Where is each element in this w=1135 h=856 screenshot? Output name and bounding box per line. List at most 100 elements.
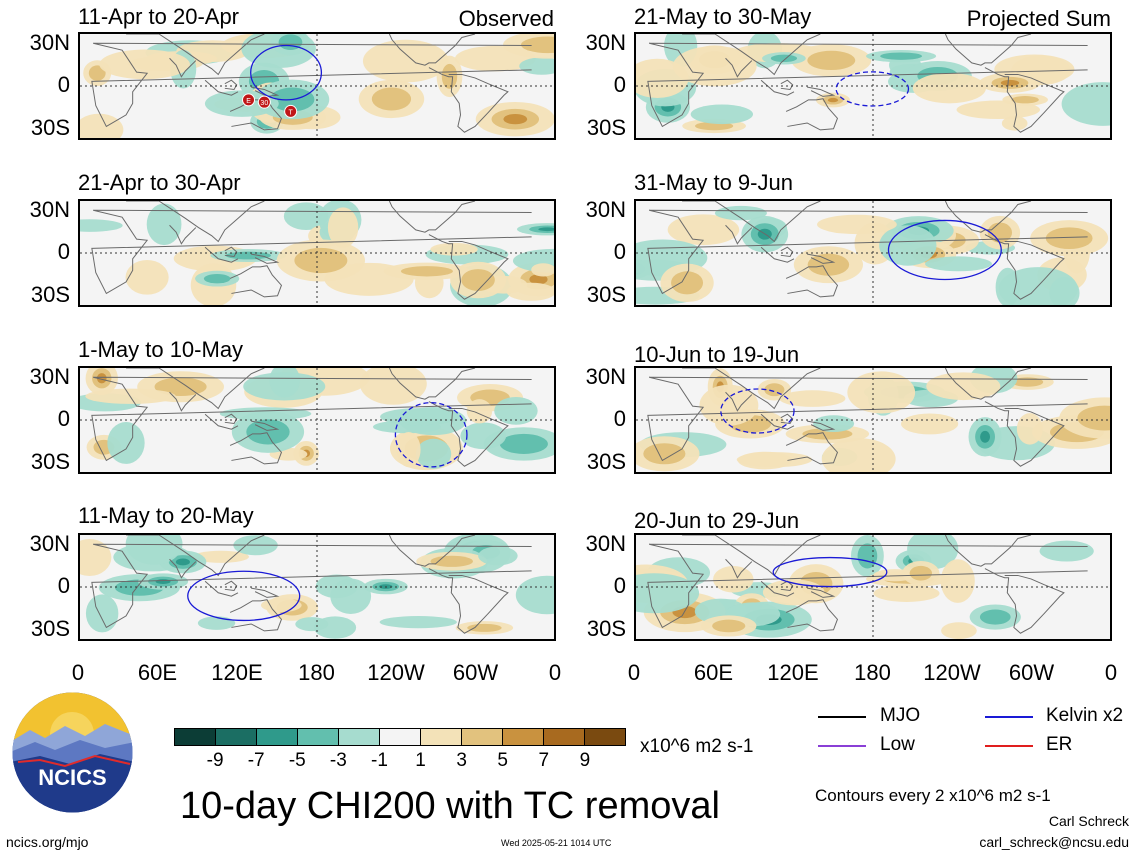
tc-marker: E — [242, 93, 256, 107]
anomaly-blob — [941, 622, 977, 639]
svg-text:T: T — [289, 109, 294, 116]
colorbar-swatch — [421, 729, 462, 745]
coastline — [224, 79, 238, 91]
anomaly-blob — [902, 560, 940, 586]
lat-label: 0 — [57, 406, 70, 431]
lon-label: 60W — [452, 660, 499, 685]
coastline — [428, 401, 509, 467]
panel-4-title: 11-May to 20-May — [78, 503, 254, 528]
coastline — [91, 42, 532, 128]
map-panel-3 — [78, 366, 556, 474]
coastline — [647, 376, 1088, 462]
anomaly-blob — [415, 438, 452, 469]
anomaly-blob — [269, 368, 301, 398]
coastline — [91, 376, 532, 462]
lon-label: 0 — [1104, 660, 1118, 685]
kelvin-contour — [887, 219, 1002, 281]
coastline — [984, 67, 1065, 133]
coastline — [388, 368, 476, 400]
lat-label: 0 — [613, 406, 626, 431]
coastline — [126, 535, 265, 577]
anomaly-blob — [80, 113, 124, 138]
colorbar-swatch — [298, 729, 339, 745]
anomaly-blob — [636, 573, 700, 614]
kelvin-contour — [720, 388, 795, 434]
anomaly-blob — [85, 368, 118, 396]
anomaly-blob — [1030, 220, 1109, 257]
map-canvas — [80, 535, 554, 639]
coastline — [647, 209, 1088, 295]
footer-site-link[interactable]: ncics.org/mjo — [6, 834, 89, 850]
coastline — [169, 391, 197, 412]
anomaly-blob — [912, 73, 987, 104]
lat-label: 0 — [613, 239, 626, 264]
anomaly-blob — [359, 368, 427, 405]
legend-low-line — [818, 745, 866, 747]
lon-label: 0 — [627, 660, 641, 685]
anomaly-blob — [925, 256, 992, 272]
colorbar-swatch — [380, 729, 421, 745]
colorbar-tick-label: -7 — [247, 750, 265, 771]
lon-label: 120W — [923, 660, 981, 685]
anomaly-blob — [1059, 397, 1110, 439]
colorbar-swatch — [339, 729, 380, 745]
map-panel-8 — [634, 533, 1112, 641]
anomaly-blob — [1016, 413, 1043, 445]
svg-text:E: E — [246, 98, 251, 105]
lat-label: 30S — [30, 115, 70, 140]
coastline — [984, 401, 1065, 467]
anomaly-blob — [793, 246, 864, 284]
coastline — [725, 57, 753, 78]
anomaly-blob — [851, 535, 884, 577]
coastline — [725, 224, 753, 245]
lat-label: 30N — [29, 30, 70, 55]
anomaly-blob — [210, 249, 287, 263]
colorbar-swatch — [585, 729, 625, 745]
lon-label: 120E — [767, 660, 819, 685]
lon-label: 0 — [71, 660, 85, 685]
anomaly-blob — [276, 239, 366, 282]
anomaly-blob — [430, 242, 478, 256]
colorbar-swatch — [462, 729, 503, 745]
anomaly-blob — [517, 223, 554, 236]
coastline — [229, 265, 283, 298]
colorbar-tick-label: 3 — [456, 750, 467, 771]
coastline — [780, 580, 794, 592]
kelvin-contour — [772, 556, 888, 588]
coastline — [169, 57, 197, 78]
anomaly-blob — [907, 535, 959, 570]
anomaly-blob — [636, 436, 700, 472]
coastline — [91, 543, 532, 629]
anomaly-blob — [503, 34, 554, 59]
anomaly-blob — [99, 49, 190, 80]
lat-label: 30S — [586, 115, 626, 140]
lon-label: 180 — [298, 660, 335, 685]
colorbar — [174, 728, 626, 746]
coastline — [807, 587, 836, 598]
lat-label: 30N — [585, 197, 626, 222]
anomaly-blob — [478, 546, 518, 566]
anomaly-blob — [779, 390, 846, 407]
anomaly-blob — [813, 415, 855, 433]
lon-label: 120E — [211, 660, 263, 685]
anomaly-blob — [197, 616, 236, 630]
footer-email[interactable]: carl_schreck@ncsu.edu — [979, 834, 1129, 850]
anomaly-blob — [330, 578, 372, 615]
coastline — [224, 413, 238, 425]
coastline — [388, 201, 476, 233]
lat-label: 30N — [29, 197, 70, 222]
panel-2-title: 21-Apr to 30-Apr — [78, 170, 241, 195]
coastline — [785, 432, 839, 465]
anomaly-blob — [416, 551, 488, 571]
anomaly-blob — [940, 559, 975, 603]
coastline — [388, 535, 476, 567]
anomaly-blob — [995, 267, 1020, 305]
colorbar-tick-label: 9 — [579, 750, 591, 771]
lon-label: 60E — [693, 660, 734, 685]
coastline — [682, 34, 821, 76]
anomaly-blob — [737, 451, 792, 470]
lat-label: 30N — [29, 364, 70, 389]
svg-text:30: 30 — [260, 100, 268, 107]
coastline — [126, 34, 265, 76]
lon-label: 60E — [137, 660, 178, 685]
